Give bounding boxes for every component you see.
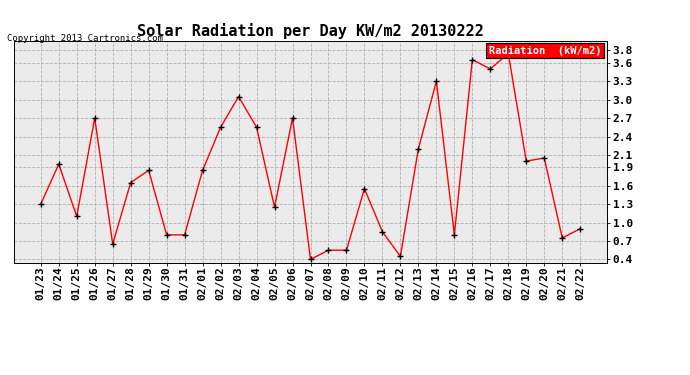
Title: Solar Radiation per Day KW/m2 20130222: Solar Radiation per Day KW/m2 20130222 (137, 23, 484, 39)
Text: Radiation  (kW/m2): Radiation (kW/m2) (489, 46, 601, 56)
Text: Copyright 2013 Cartronics.com: Copyright 2013 Cartronics.com (7, 34, 163, 43)
